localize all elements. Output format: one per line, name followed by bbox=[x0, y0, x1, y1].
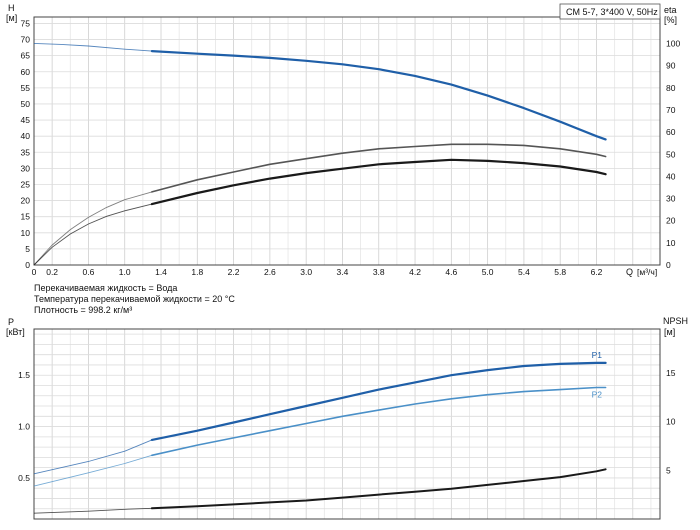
top-x-tick-label: 1.4 bbox=[155, 267, 167, 277]
bottom-plot-frame bbox=[33, 328, 661, 520]
top-y-right-tick-label: 0 bbox=[666, 260, 671, 270]
top-series-2-line bbox=[150, 158, 607, 206]
top-y-left-label: H bbox=[8, 3, 15, 13]
top-x-tick-label: 1.8 bbox=[191, 267, 203, 277]
top-x-tick-label: 0.6 bbox=[83, 267, 95, 277]
top-x-tick-label: 1.0 bbox=[119, 267, 131, 277]
top-y-right-unit: [%] bbox=[664, 15, 677, 25]
top-y-left-tick-label: 60 bbox=[21, 67, 31, 77]
top-x-tick-label: 3.8 bbox=[373, 267, 385, 277]
bottom-y-right-tick-label: 15 bbox=[666, 368, 676, 378]
top-y-right-tick-label: 30 bbox=[666, 194, 676, 204]
bottom-y-left-unit: [кВт] bbox=[6, 327, 25, 337]
top-x-tick-label: 3.0 bbox=[300, 267, 312, 277]
top-x-tick-label: 5.0 bbox=[482, 267, 494, 277]
top-series-0-line bbox=[150, 50, 607, 141]
bottom-series-2-extension bbox=[33, 507, 152, 514]
bottom-y-left-tick-label: 1.5 bbox=[18, 370, 30, 380]
top-y-right-tick-label: 80 bbox=[666, 83, 676, 93]
top-x-tick-label: 0.2 bbox=[46, 267, 58, 277]
top-y-left-tick-label: 40 bbox=[21, 131, 31, 141]
top-y-left-tick-label: 35 bbox=[21, 147, 31, 157]
top-series-2-extension bbox=[33, 203, 153, 266]
top-x-tick-label: 5.8 bbox=[554, 267, 566, 277]
top-x-tick-label: 6.2 bbox=[591, 267, 603, 277]
bottom-series-1-extension bbox=[33, 454, 153, 487]
top-y-right-tick-label: 70 bbox=[666, 105, 676, 115]
top-y-right-tick-label: 50 bbox=[666, 149, 676, 159]
bottom-series-0-line bbox=[150, 361, 607, 441]
top-y-right-label: eta bbox=[664, 5, 677, 15]
top-x-tick-label: 4.2 bbox=[409, 267, 421, 277]
top-y-right-tick-label: 90 bbox=[666, 61, 676, 71]
top-legend-box bbox=[559, 3, 661, 20]
top-y-left-unit: [м] bbox=[6, 13, 17, 23]
bottom-y-right-unit: [м] bbox=[664, 327, 675, 337]
top-y-left-tick-label: 55 bbox=[21, 83, 31, 93]
top-y-left-tick-label: 5 bbox=[25, 244, 30, 254]
bottom-y-right-label: NPSH bbox=[663, 316, 688, 326]
top-series-1-extension bbox=[33, 191, 153, 266]
top-y-left-tick-label: 75 bbox=[21, 18, 31, 28]
top-x-tick-label: 2.6 bbox=[264, 267, 276, 277]
bottom-series-1-line bbox=[151, 386, 607, 457]
fluid-note-2: Плотность = 998.2 кг/м³ bbox=[34, 305, 132, 315]
top-x-tick-label: 3.4 bbox=[337, 267, 349, 277]
top-x-tick-label: 2.2 bbox=[228, 267, 240, 277]
top-y-left-tick-label: 10 bbox=[21, 228, 31, 238]
top-y-right-tick-label: 40 bbox=[666, 171, 676, 181]
bottom-y-left-tick-label: 0.5 bbox=[18, 473, 30, 483]
top-y-left-tick-label: 25 bbox=[21, 179, 31, 189]
fluid-note-1: Температура перекачиваемой жидкости = 20… bbox=[34, 294, 235, 304]
bottom-y-left-tick-label: 1.0 bbox=[18, 422, 30, 432]
top-y-right-tick-label: 10 bbox=[666, 238, 676, 248]
top-y-left-tick-label: 0 bbox=[25, 260, 30, 270]
bottom-series-label-p2: P2 bbox=[592, 390, 603, 400]
top-y-left-tick-label: 65 bbox=[21, 51, 31, 61]
top-legend-text: CM 5-7, 3*400 V, 50Hz bbox=[566, 7, 658, 17]
top-series-1-line bbox=[151, 143, 607, 193]
top-y-right-tick-label: 20 bbox=[666, 216, 676, 226]
top-x-label: Q bbox=[626, 267, 633, 277]
top-y-left-tick-label: 15 bbox=[21, 212, 31, 222]
top-y-left-tick-label: 70 bbox=[21, 35, 31, 45]
fluid-note-0: Перекачиваемая жидкость = Вода bbox=[34, 283, 177, 293]
bottom-y-right-tick-label: 10 bbox=[666, 417, 676, 427]
top-plot-frame bbox=[33, 16, 661, 266]
top-y-right-tick-label: 100 bbox=[666, 39, 680, 49]
top-x-unit: [м³/ч] bbox=[637, 267, 657, 277]
top-y-left-tick-label: 20 bbox=[21, 196, 31, 206]
top-y-left-tick-label: 45 bbox=[21, 115, 31, 125]
top-x-tick-label: 4.6 bbox=[445, 267, 457, 277]
bottom-y-left-label: P bbox=[8, 317, 14, 327]
bottom-series-0-extension bbox=[33, 439, 153, 475]
bottom-series-2-line bbox=[150, 468, 607, 510]
bottom-series-label-p1: P1 bbox=[592, 350, 603, 360]
top-series-0-extension bbox=[33, 42, 152, 52]
bottom-y-right-tick-label: 5 bbox=[666, 465, 671, 475]
top-x-tick-label: 5.4 bbox=[518, 267, 530, 277]
top-y-left-tick-label: 50 bbox=[21, 99, 31, 109]
top-y-left-tick-label: 30 bbox=[21, 163, 31, 173]
top-y-right-tick-label: 60 bbox=[666, 127, 676, 137]
top-x-tick-label: 0 bbox=[32, 267, 37, 277]
